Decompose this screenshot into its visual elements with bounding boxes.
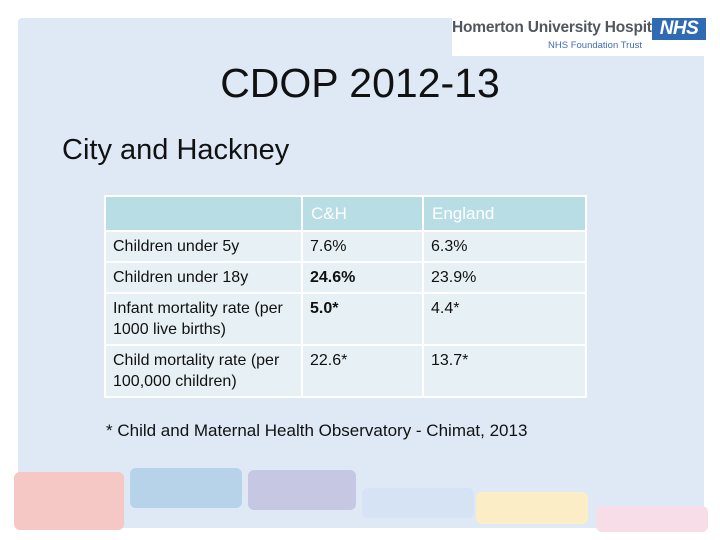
decorative-block-lavender bbox=[248, 470, 356, 510]
table-row: Children under 5y 7.6% 6.3% bbox=[104, 230, 587, 263]
header-cell-england: England bbox=[422, 195, 587, 232]
decorative-block-blue bbox=[130, 468, 242, 508]
logo-org-name: Homerton University Hospital bbox=[452, 19, 665, 36]
value-england: 4.4* bbox=[422, 292, 587, 346]
value-england: 23.9% bbox=[422, 261, 587, 294]
slide-subtitle: City and Hackney bbox=[62, 134, 290, 166]
value-ch: 5.0* bbox=[301, 292, 424, 346]
decorative-block-yellow bbox=[476, 492, 588, 524]
value-ch: 22.6* bbox=[301, 344, 424, 398]
decorative-block-light-pink bbox=[596, 506, 708, 532]
value-england: 6.3% bbox=[422, 230, 587, 263]
hospital-logo: Homerton University Hospital NHS Foundat… bbox=[452, 16, 706, 56]
row-label: Children under 18y bbox=[104, 261, 303, 294]
value-england: 13.7* bbox=[422, 344, 587, 398]
header-cell-blank bbox=[104, 195, 303, 232]
row-label: Infant mortality rate (per 1000 live bir… bbox=[104, 292, 303, 346]
slide-title: CDOP 2012-13 bbox=[220, 60, 500, 106]
decorative-block-pink bbox=[14, 472, 124, 530]
table-row: Child mortality rate (per 100,000 childr… bbox=[104, 344, 587, 398]
nhs-logo-badge: NHS bbox=[652, 18, 706, 40]
table-header-row: C&H England bbox=[104, 195, 587, 232]
statistics-table: C&H England Children under 5y 7.6% 6.3% … bbox=[104, 195, 587, 398]
table-row: Infant mortality rate (per 1000 live bir… bbox=[104, 292, 587, 346]
source-footnote: * Child and Maternal Health Observatory … bbox=[106, 421, 528, 440]
decorative-block-pale-blue bbox=[362, 488, 474, 518]
value-ch: 7.6% bbox=[301, 230, 424, 263]
logo-org-subtitle: NHS Foundation Trust bbox=[548, 40, 642, 51]
header-cell-ch: C&H bbox=[301, 195, 424, 232]
row-label: Child mortality rate (per 100,000 childr… bbox=[104, 344, 303, 398]
value-ch: 24.6% bbox=[301, 261, 424, 294]
table-row: Children under 18y 24.6% 23.9% bbox=[104, 261, 587, 294]
row-label: Children under 5y bbox=[104, 230, 303, 263]
